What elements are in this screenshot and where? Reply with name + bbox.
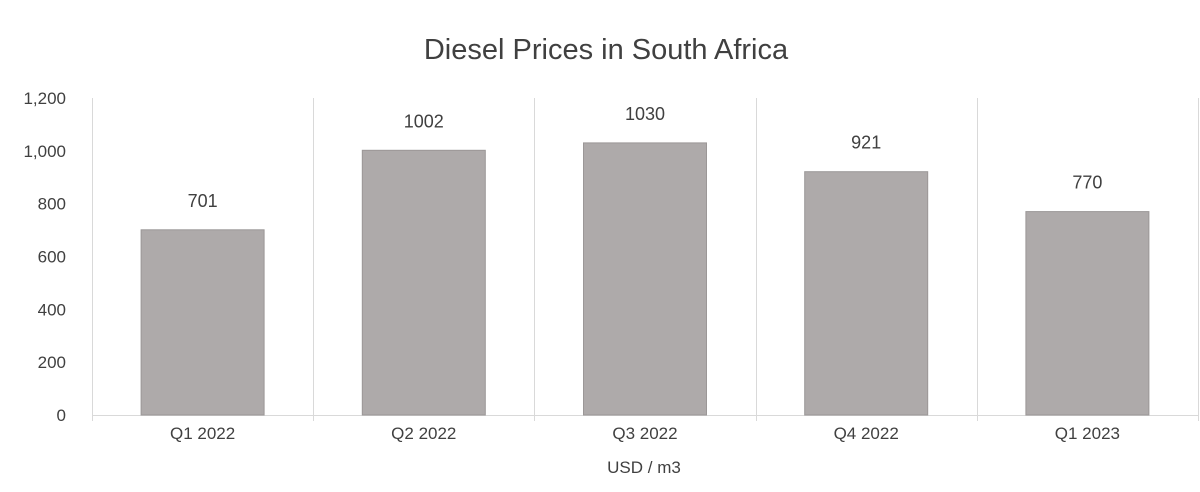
data-label: 921 (851, 133, 881, 153)
y-tick-label: 1,200 (23, 89, 66, 108)
y-tick-label: 800 (38, 195, 66, 214)
bar-q1-2022 (140, 229, 265, 416)
x-tick-label: Q1 2022 (170, 424, 235, 443)
x-tick-label: Q2 2022 (391, 424, 456, 443)
x-axis-label: USD / m3 (607, 458, 681, 477)
y-axis-ticks: 0 200 400 600 800 1,000 1,200 (23, 89, 66, 425)
x-axis-ticks: Q1 2022 Q2 2022 Q3 2022 Q4 2022 Q1 2023 (170, 424, 1120, 443)
x-tick-label: Q4 2022 (834, 424, 899, 443)
bar-q4-2022 (804, 171, 929, 416)
bar-q2-2022 (361, 149, 486, 416)
bar-q1-2023 (1025, 211, 1150, 416)
value-labels-layer: 701 1002 1030 921 770 (188, 104, 1103, 211)
x-tick-label: Q3 2022 (612, 424, 677, 443)
data-label: 770 (1072, 173, 1102, 193)
y-tick-label: 400 (38, 300, 66, 319)
data-label: 1030 (625, 104, 665, 124)
bar-q3-2022 (583, 142, 707, 416)
chart-title: Diesel Prices in South Africa (424, 34, 789, 66)
y-tick-label: 0 (57, 406, 66, 425)
data-label: 701 (188, 191, 218, 211)
y-tick-label: 600 (38, 248, 66, 267)
x-tick-label: Q1 2023 (1055, 424, 1120, 443)
y-tick-label: 200 (38, 353, 66, 372)
y-tick-label: 1,000 (23, 142, 66, 161)
data-label: 1002 (404, 111, 444, 131)
bars-layer (140, 142, 1150, 416)
